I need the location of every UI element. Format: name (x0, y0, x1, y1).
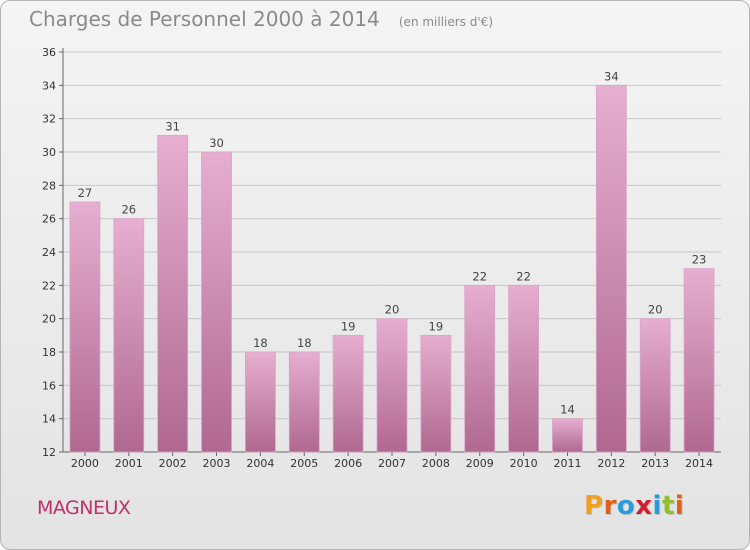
data-label: 14 (560, 403, 575, 417)
bar (639, 318, 671, 453)
x-tick-label: 2011 (553, 457, 581, 470)
y-tick-label: 26 (42, 213, 56, 226)
data-label: 23 (692, 253, 707, 267)
bar (201, 151, 232, 453)
chart-title: Charges de Personnel 2000 à 2014 (29, 7, 380, 31)
x-tick-label: 2009 (466, 457, 494, 470)
x-tick-label: 2003 (203, 457, 231, 470)
data-label: 30 (209, 136, 224, 150)
x-tick-label: 2012 (597, 457, 625, 470)
data-label: 19 (429, 319, 444, 333)
bar (683, 268, 715, 453)
chart-title-block: Charges de Personnel 2000 à 2014 (en mil… (29, 7, 493, 31)
bar (332, 334, 364, 453)
bar (376, 318, 408, 453)
x-tick-label: 2007 (378, 457, 406, 470)
axes: 12 14 16 18 20 22 24 26 28 30 32 34 36 (42, 46, 721, 459)
y-tick-label: 22 (42, 279, 56, 292)
bars (69, 84, 715, 453)
logo-letter: x (635, 491, 653, 521)
bar (157, 134, 189, 453)
data-label: 26 (121, 203, 136, 217)
logo-letter: i (652, 491, 662, 521)
bar (595, 84, 627, 453)
bar (552, 418, 583, 453)
bar (69, 201, 101, 453)
y-tick-label: 20 (42, 313, 56, 326)
proxiti-logo: Proxiti (584, 491, 684, 521)
y-tick-label: 14 (42, 413, 56, 426)
data-label: 34 (604, 69, 619, 83)
chart-unit: (en milliers d'€) (398, 15, 493, 29)
data-label: 19 (341, 319, 356, 333)
bar (288, 351, 320, 453)
x-tick-label: 2005 (290, 457, 318, 470)
y-tick-label: 24 (42, 246, 56, 259)
data-label: 20 (385, 303, 400, 317)
y-tick-label: 32 (42, 113, 56, 126)
logo-letter: o (616, 491, 636, 521)
logo-letter: t (661, 491, 675, 521)
y-tick-label: 36 (42, 46, 56, 59)
logo-letter: r (603, 491, 617, 521)
x-tick-label: 2008 (422, 457, 450, 470)
x-tick-label: 2000 (71, 457, 99, 470)
bar (244, 351, 276, 453)
x-tick-label: 2004 (246, 457, 274, 470)
labels: 27 2000 26 2001 31 2002 30 2003 18 2004 18 2005 19 20… (71, 69, 713, 470)
data-label: 27 (78, 186, 93, 200)
bar (508, 284, 540, 453)
bar (420, 334, 452, 453)
bar (113, 218, 145, 453)
y-tick-label: 30 (42, 146, 56, 159)
y-tick-label: 16 (42, 379, 56, 392)
x-tick-label: 2006 (334, 457, 362, 470)
data-label: 18 (297, 336, 312, 350)
data-label: 22 (516, 269, 531, 283)
data-label: 31 (165, 119, 180, 133)
x-tick-label: 2010 (510, 457, 538, 470)
x-tick-label: 2014 (685, 457, 713, 470)
logo-letter: P (584, 491, 604, 521)
data-label: 20 (648, 303, 663, 317)
data-label: 18 (253, 336, 268, 350)
y-tick-label: 12 (42, 446, 56, 459)
x-tick-label: 2002 (159, 457, 187, 470)
x-tick-label: 2001 (115, 457, 143, 470)
x-tick-label: 2013 (641, 457, 669, 470)
commune-name: MAGNEUX (37, 497, 131, 519)
y-tick-label: 18 (42, 346, 56, 359)
y-tick-label: 28 (42, 179, 56, 192)
bar (464, 284, 496, 453)
y-tick-label: 34 (42, 79, 56, 92)
data-label: 22 (472, 269, 487, 283)
logo-letter: i (674, 491, 685, 521)
